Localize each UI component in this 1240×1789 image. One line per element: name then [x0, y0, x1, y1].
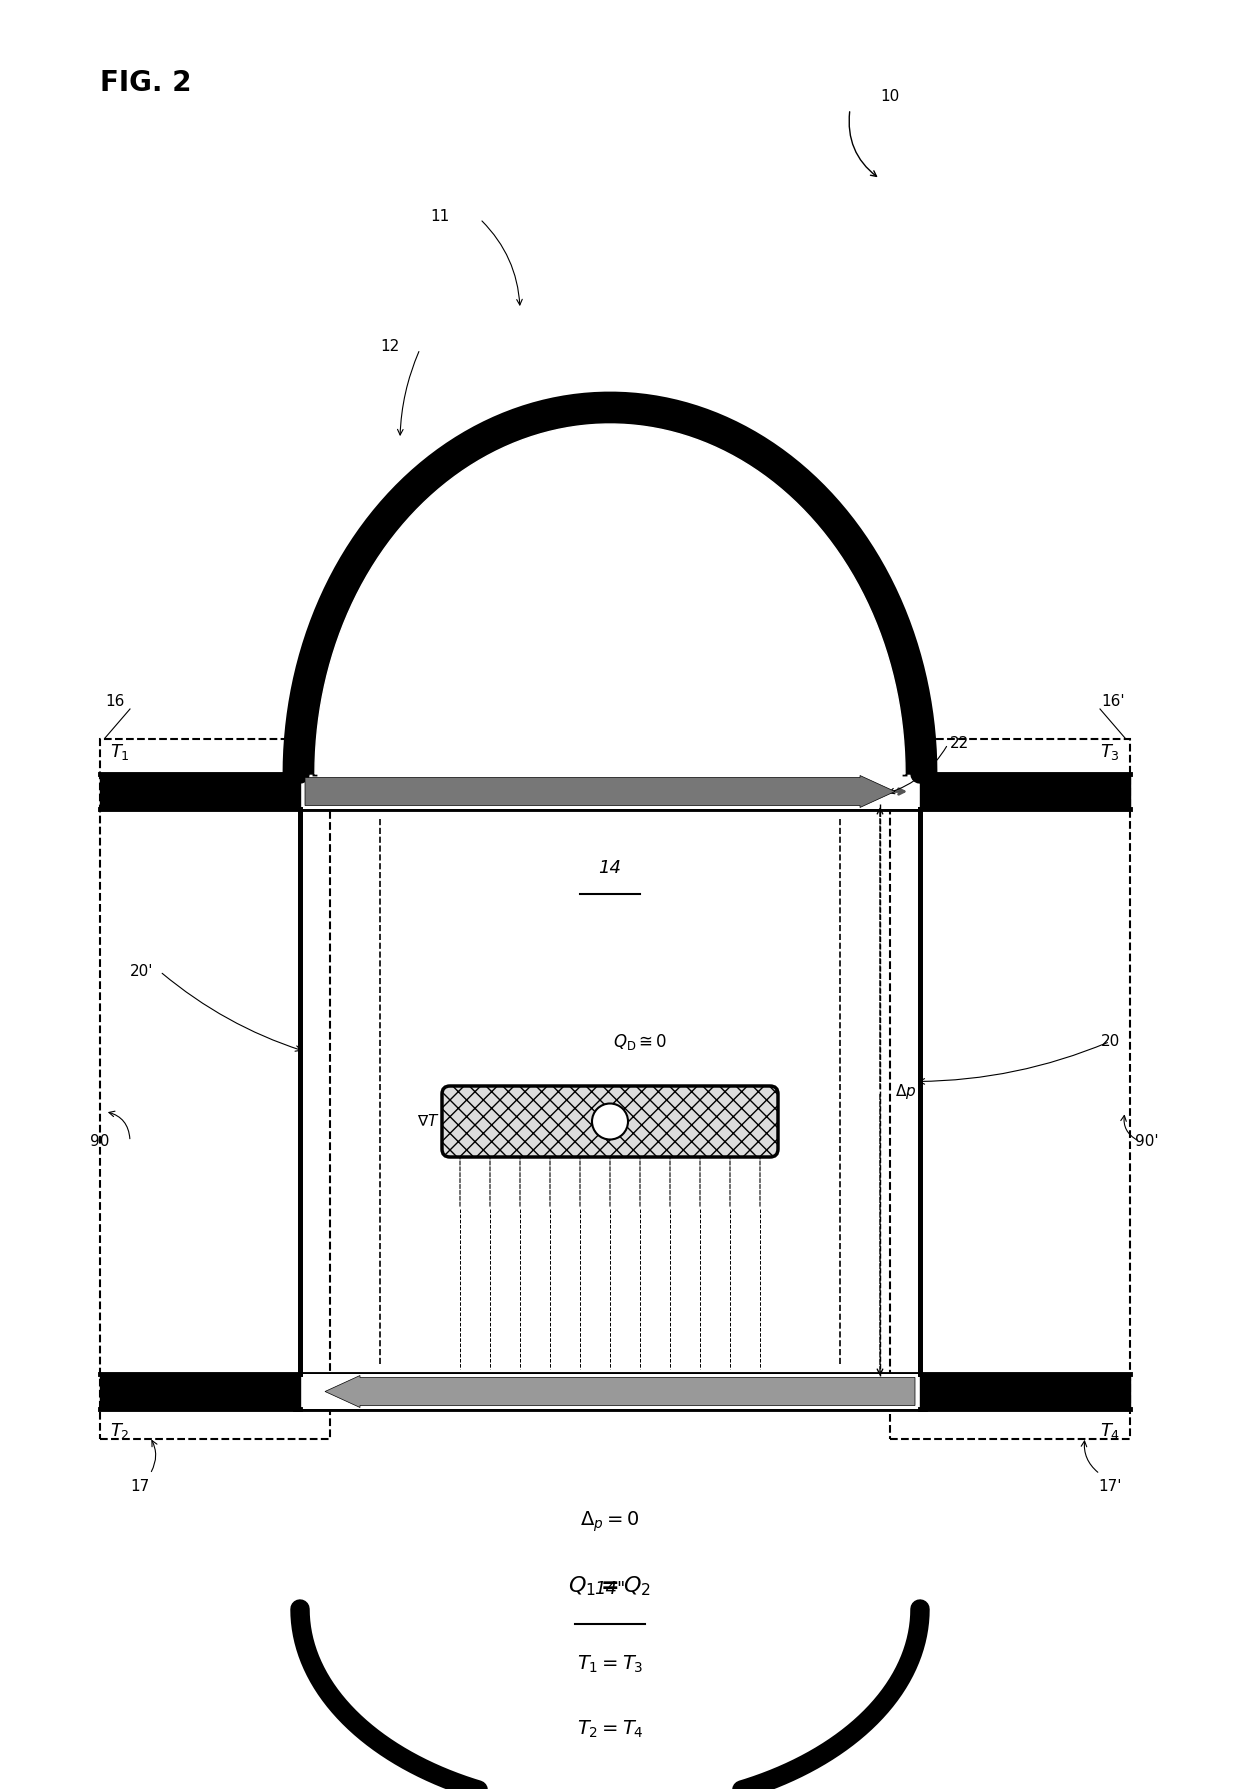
Text: 14: 14	[599, 859, 621, 877]
Text: 90': 90'	[1135, 1134, 1158, 1149]
Text: 14': 14'	[596, 530, 624, 547]
Text: $\Delta_p = 0$: $\Delta_p = 0$	[580, 1508, 640, 1533]
Text: 14": 14"	[594, 1580, 626, 1598]
Circle shape	[591, 1104, 627, 1140]
Text: $\boldsymbol{Q_2}$: $\boldsymbol{Q_2}$	[1100, 780, 1125, 801]
Text: 16': 16'	[1101, 694, 1125, 708]
Text: 22: 22	[950, 737, 970, 751]
Text: 16: 16	[105, 694, 124, 708]
Text: 12: 12	[379, 338, 399, 354]
Text: $T_3$: $T_3$	[1100, 742, 1120, 762]
Text: $\nabla T$: $\nabla T$	[418, 1113, 440, 1129]
Text: $\boldsymbol{Q_1}$: $\boldsymbol{Q_1}$	[105, 780, 130, 801]
Text: 17: 17	[130, 1480, 150, 1494]
Text: $T_4$: $T_4$	[1100, 1420, 1120, 1440]
Text: $T_1 = T_3$: $T_1 = T_3$	[577, 1655, 644, 1675]
FancyArrow shape	[305, 775, 895, 807]
Text: $\boldsymbol{Q_2}$: $\boldsymbol{Q_2}$	[1100, 1381, 1125, 1403]
Polygon shape	[285, 394, 935, 775]
Text: $\Delta p$: $\Delta p$	[895, 1082, 916, 1100]
FancyArrow shape	[325, 1376, 915, 1408]
Text: $T_2 = T_4$: $T_2 = T_4$	[577, 1719, 644, 1741]
Text: $\boldsymbol{Q_1 = Q_2}$: $\boldsymbol{Q_1 = Q_2}$	[568, 1574, 651, 1598]
Text: 20: 20	[1101, 1034, 1120, 1048]
Text: $Q_{\mathrm{D}} \cong 0$: $Q_{\mathrm{D}} \cong 0$	[613, 1032, 667, 1052]
FancyBboxPatch shape	[441, 1086, 777, 1157]
Text: FIG. 2: FIG. 2	[100, 70, 191, 97]
Text: 10: 10	[880, 89, 899, 104]
Text: 11: 11	[430, 209, 449, 224]
Text: 17': 17'	[1099, 1480, 1122, 1494]
Bar	[300, 775, 920, 809]
Polygon shape	[315, 424, 905, 775]
Text: $T_1$: $T_1$	[110, 742, 130, 762]
Text: 20': 20'	[130, 964, 154, 979]
Bar	[300, 1374, 920, 1410]
Text: $\boldsymbol{Q_1}$: $\boldsymbol{Q_1}$	[105, 1381, 130, 1403]
Text: $T_2$: $T_2$	[110, 1420, 130, 1440]
Text: 90: 90	[91, 1134, 109, 1149]
